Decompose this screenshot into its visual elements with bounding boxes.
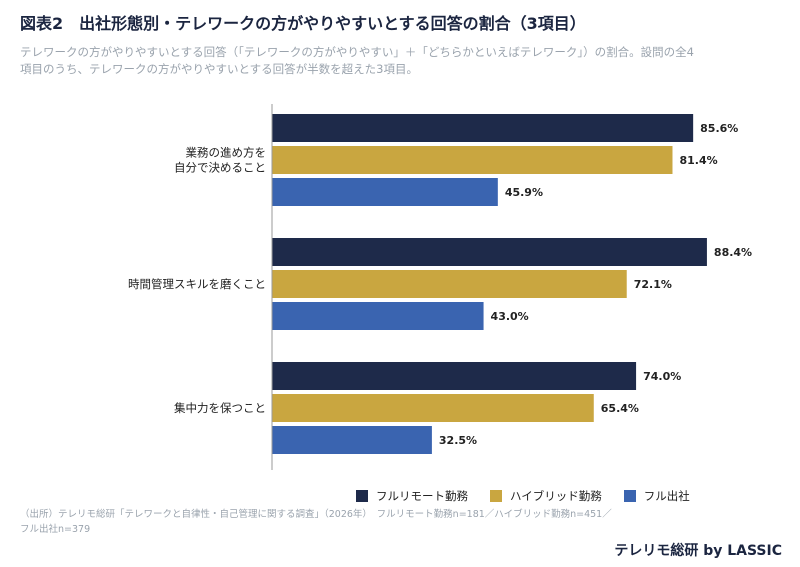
legend: フルリモート勤務 ハイブリッド勤務 フル出社 [356, 488, 690, 504]
subtitle-line-1: テレワークの方がやりやすいとする回答（「テレワークの方がやりやすい」＋「どちらか… [20, 45, 694, 59]
legend-label-hybrid: ハイブリッド勤務 [510, 489, 602, 503]
chart-subtitle: テレワークの方がやりやすいとする回答（「テレワークの方がやりやすい」＋「どちらか… [20, 44, 780, 78]
bar-full-remote-2 [272, 238, 707, 266]
legend-label-full-remote: フルリモート勤務 [376, 489, 468, 503]
category-label-2-line-1: 時間管理スキルを磨くこと [128, 277, 266, 291]
value-label-hybrid-2: 72.1% [634, 278, 672, 291]
category-label-3-line-1: 集中力を保つこと [174, 401, 266, 415]
value-label-full-office-2: 43.0% [491, 310, 529, 323]
bar-full-office-2 [272, 302, 484, 330]
value-label-full-remote-1: 85.6% [700, 122, 738, 135]
category-label-1-line-2: 自分で決めること [174, 161, 266, 175]
chart-title: 図表2 出社形態別・テレワークの方がやりやすいとする回答の割合（3項目） [20, 14, 586, 33]
value-label-hybrid-3: 65.4% [601, 402, 639, 415]
legend-item-full-office: フル出社 [623, 488, 690, 504]
bar-hybrid-2 [272, 270, 627, 298]
category-label-2: 時間管理スキルを磨くこと [128, 277, 266, 291]
value-label-full-remote-3: 74.0% [643, 370, 681, 383]
source-line-1: （出所）テレリモ総研「テレワークと自律性・自己管理に関する調査」（2026年） … [20, 509, 612, 520]
category-label-1-line-1: 業務の進め方を [186, 146, 267, 160]
brand-credit: テレリモ総研 by LASSIC [614, 543, 782, 559]
legend-swatch-hybrid [490, 490, 502, 502]
legend-item-full-remote: フルリモート勤務 [356, 488, 468, 504]
value-label-full-office-3: 32.5% [439, 434, 477, 447]
category-label-1: 業務の進め方を自分で決めること [174, 146, 266, 175]
legend-item-hybrid: ハイブリッド勤務 [490, 488, 602, 504]
category-label-3: 集中力を保つこと [174, 401, 266, 415]
bar-full-office-1 [272, 178, 498, 206]
legend-swatch-full-office [623, 490, 636, 502]
bar-full-office-3 [272, 426, 432, 454]
source-line-2: フル出社n=379 [20, 524, 91, 535]
bar-hybrid-1 [272, 146, 673, 174]
legend-swatch-full-remote [356, 490, 368, 502]
value-label-full-remote-2: 88.4% [714, 246, 752, 259]
bar-hybrid-3 [272, 394, 594, 422]
bar-full-remote-3 [272, 362, 637, 390]
source-note: （出所）テレリモ総研「テレワークと自律性・自己管理に関する調査」（2026年） … [20, 507, 620, 537]
bar-full-remote-1 [272, 114, 694, 142]
value-label-full-office-1: 45.9% [505, 186, 543, 199]
value-label-hybrid-1: 81.4% [679, 154, 717, 167]
subtitle-line-2: 項目のうち、テレワークの方がやりやすいとする回答が半数を超えた3項目。 [20, 62, 418, 76]
legend-label-full-office: フル出社 [643, 489, 690, 503]
